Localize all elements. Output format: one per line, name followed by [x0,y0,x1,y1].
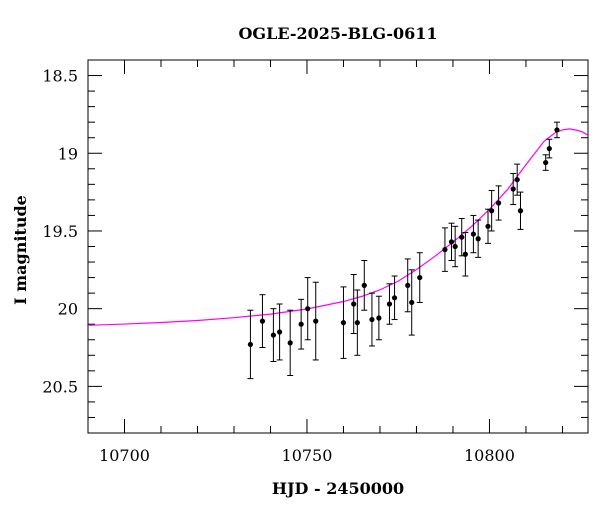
tick-labels: 10700 10750 10800 18.5 19 19.5 20 20.5 [42,67,515,465]
x-axis-label: HJD - 2450000 [272,479,404,498]
data-marker [313,318,319,324]
data-marker [485,223,491,229]
data-marker [462,251,468,257]
model-curve [88,128,588,326]
data-marker [510,186,516,192]
data-marker [351,301,357,307]
data-point [247,309,254,380]
plot-border [87,59,589,434]
data-marker [417,274,423,281]
y-tick-label: 19 [58,144,78,163]
y-tick-label: 20 [58,300,78,319]
chart-title: OGLE-2025-BLG-0611 [238,24,437,43]
data-marker [470,231,477,237]
y-axis-label: I magnitude [11,195,30,305]
data-point [350,273,357,335]
data-marker [452,243,458,250]
data-marker [554,127,560,133]
x-tick-label: 10800 [464,446,515,465]
data-point [259,294,266,349]
plot-frame [87,59,589,434]
data-marker [409,299,415,306]
data-marker [514,177,520,183]
data-marker [247,341,254,348]
data-point [488,190,495,232]
data-point [452,225,459,268]
data-point [408,269,415,336]
data-point [375,295,382,341]
y-tick-label: 20.5 [42,377,78,396]
data-marker [391,295,398,301]
data-marker [298,321,304,327]
data-marker [340,320,347,326]
data-point [416,252,423,303]
data-point [404,258,411,313]
data-point [368,292,375,347]
y-tick-label: 18.5 [42,67,78,86]
data-points-group [247,121,560,380]
data-point [276,303,283,361]
data-point [298,298,305,350]
data-point [458,218,465,257]
data-point [462,232,469,277]
data-point [304,277,311,341]
data-marker [354,320,360,326]
data-marker [543,159,549,166]
data-point [553,121,560,139]
data-marker [517,208,524,214]
data-marker [369,316,375,323]
data-marker [386,301,393,307]
data-point [441,227,448,272]
data-point [386,283,393,325]
data-marker [361,282,367,288]
data-point [340,286,347,359]
data-point [517,191,524,230]
data-marker [287,340,293,346]
data-marker [448,239,455,245]
data-marker [305,306,311,312]
data-point [312,281,319,361]
data-marker [459,234,465,240]
data-marker [495,200,502,206]
data-marker [270,332,277,338]
data-marker [442,247,448,253]
data-marker [259,318,266,324]
data-marker [546,145,552,152]
data-point [391,275,398,321]
data-point [361,259,368,311]
data-marker [475,236,481,242]
data-marker [405,282,411,288]
data-point [270,308,277,363]
data-point [546,138,553,159]
data-point [470,214,477,254]
data-point [354,289,361,356]
data-point [475,219,482,258]
axis-ticks [87,59,588,434]
data-point [448,222,455,261]
x-tick-label: 10700 [99,446,150,465]
data-marker [277,329,283,335]
data-marker [376,315,382,321]
data-point [485,208,491,244]
data-point [510,172,517,206]
data-point [514,163,521,196]
y-tick-label: 19.5 [42,222,78,241]
data-marker [489,208,495,214]
data-point [287,309,294,376]
x-tick-label: 10750 [282,446,333,465]
data-point [495,185,502,221]
data-point [542,154,549,171]
model-curve-group [88,128,588,326]
